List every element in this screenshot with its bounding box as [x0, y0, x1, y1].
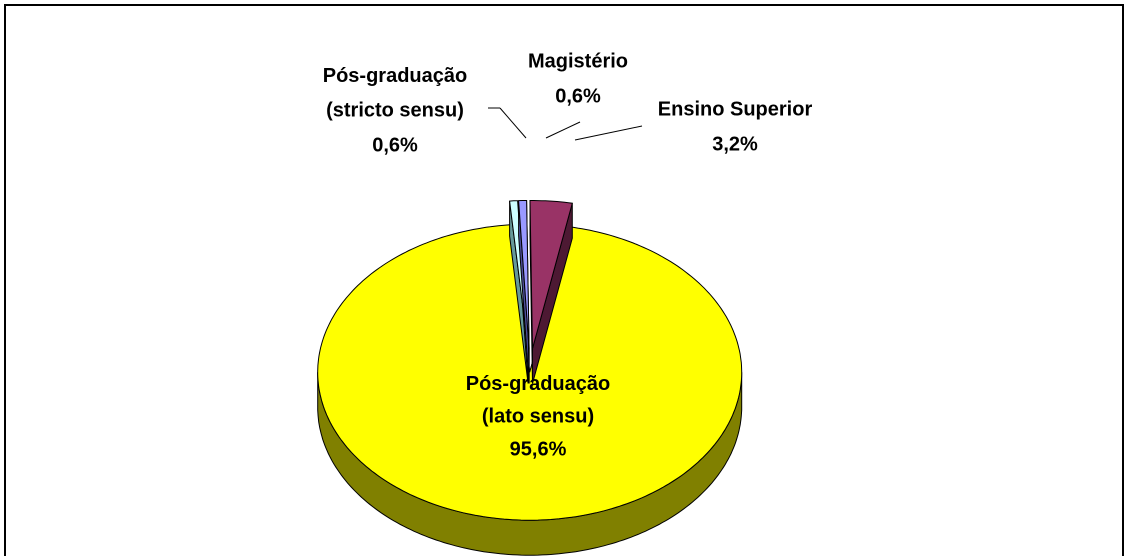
slice-label: Pós-graduação (lato sensu) [466, 373, 610, 428]
label-line: (lato sensu) [482, 406, 594, 428]
value-label: 0,6% [372, 134, 418, 156]
slice-label: Ensino Superior [658, 98, 813, 120]
label-line: Pós-graduação [466, 373, 610, 395]
value-label: 3,2% [712, 133, 758, 155]
slice-top [317, 224, 743, 521]
label-line: Pós-graduação [323, 65, 467, 87]
pie-slice [518, 200, 530, 384]
value-label: 0,6% [555, 85, 601, 107]
value-label: 95,6% [510, 438, 567, 460]
label-line: (stricto sensu) [326, 100, 464, 122]
leader-line [545, 121, 581, 139]
slice-label: Pós-graduação (stricto sensu) [323, 65, 467, 122]
slice-top [529, 200, 573, 349]
slice-label: Magistério [528, 50, 628, 72]
leader-line [499, 107, 527, 139]
pie-slice [529, 200, 573, 384]
slice-top [518, 200, 530, 349]
leader-line [574, 125, 643, 141]
